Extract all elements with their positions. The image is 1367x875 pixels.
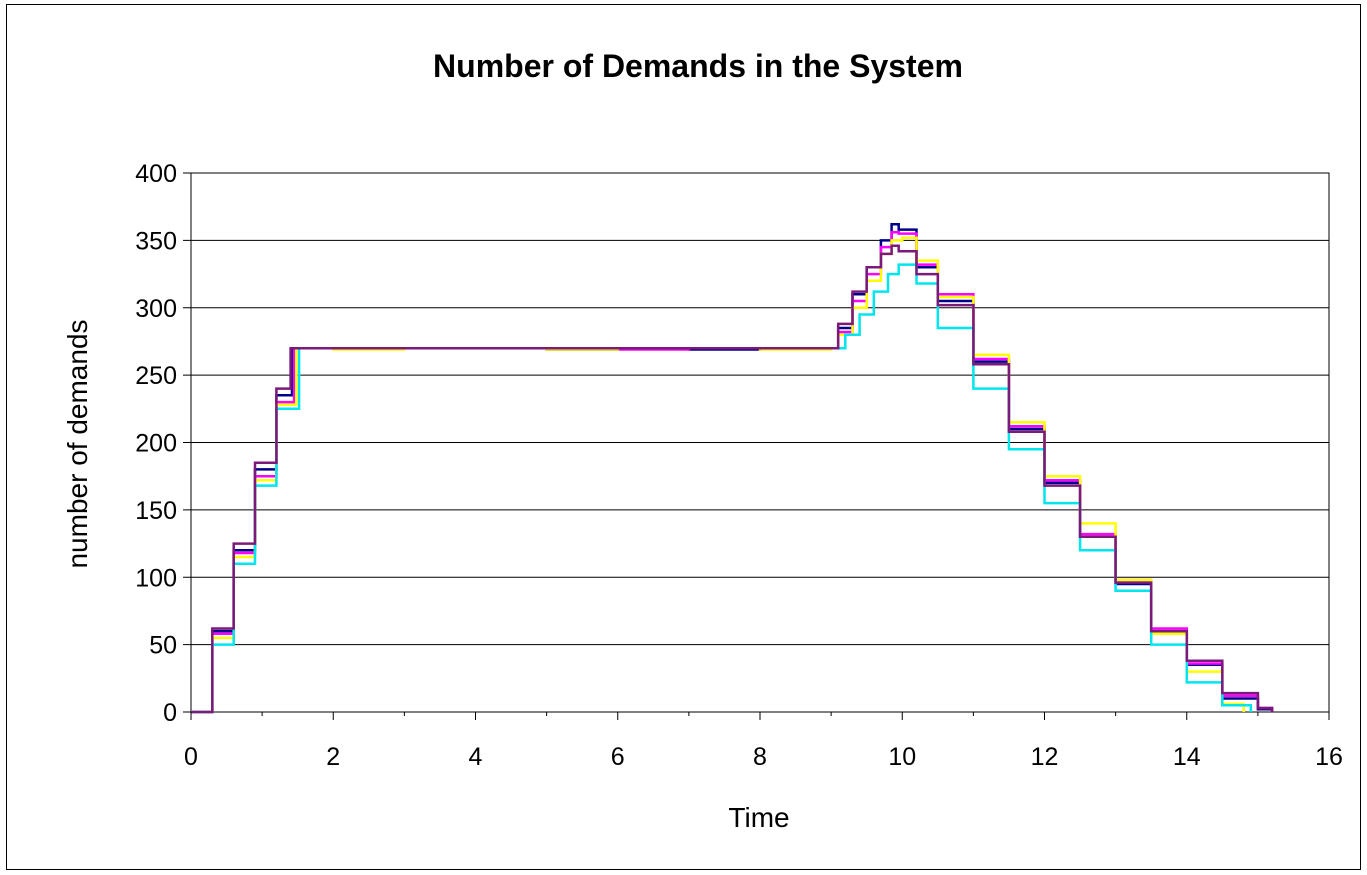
- y-axis-title: number of demands: [62, 319, 93, 568]
- y-tick-label: 250: [135, 362, 177, 390]
- series-line-3: [191, 236, 1245, 714]
- y-tick-label: 400: [135, 160, 177, 188]
- y-tick-label: 300: [135, 295, 177, 323]
- tick-labels: 0 50 100 150 200 250 300 350 400 0 2 4 6 8 10 12 14 16: [135, 160, 1343, 771]
- axes: [183, 172, 1330, 720]
- y-tick-label: 100: [135, 564, 177, 592]
- chart-title: Number of Demands in the System: [433, 48, 963, 84]
- x-tick-label: 12: [1031, 743, 1059, 771]
- series-line-5: [191, 244, 1274, 714]
- x-tick-label: 0: [184, 743, 198, 771]
- y-tick-label: 150: [135, 497, 177, 525]
- x-tick-label: 14: [1173, 743, 1201, 771]
- x-tick-label: 2: [326, 743, 340, 771]
- y-tick-label: 50: [149, 632, 177, 660]
- y-tick-label: 0: [163, 699, 177, 727]
- x-tick-label: 10: [888, 743, 916, 771]
- y-tick-label: 350: [135, 227, 177, 255]
- gridlines: [191, 239, 1329, 646]
- x-tick-label: 4: [469, 743, 483, 771]
- chart-frame: Number of Demands in the System 0 50 100 15…: [6, 4, 1361, 870]
- y-tick-label: 200: [135, 430, 177, 458]
- x-tick-label: 6: [611, 743, 625, 771]
- x-tick-label: 16: [1315, 743, 1343, 771]
- series-layer: [191, 222, 1274, 714]
- x-tick-label: 8: [753, 743, 767, 771]
- chart-svg: Number of Demands in the System 05010015…: [62, 48, 1343, 833]
- x-axis-title: Time: [728, 802, 789, 833]
